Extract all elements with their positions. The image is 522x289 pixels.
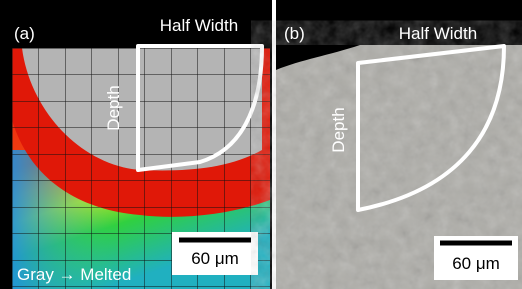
note: Gray → Melted — [17, 265, 131, 284]
depth-label: Depth — [104, 85, 123, 130]
depth-label: Depth — [329, 107, 348, 152]
panel-label: (b) — [284, 24, 305, 43]
page: (a) Half Width Depth 60 μm Gray → Melted… — [0, 0, 522, 289]
panel-label: (a) — [14, 24, 35, 43]
header: Half Width — [399, 24, 477, 43]
panel-b: (b) Half Width Depth 60 μm — [276, 0, 522, 289]
header: Half Width — [160, 16, 238, 35]
scale-label: 60 μm — [452, 254, 500, 273]
figure: (a) Half Width Depth 60 μm Gray → Melted… — [0, 0, 522, 289]
panel-a: (a) Half Width Depth 60 μm Gray → Melted — [0, 0, 272, 289]
scale-label: 60 μm — [191, 249, 239, 268]
